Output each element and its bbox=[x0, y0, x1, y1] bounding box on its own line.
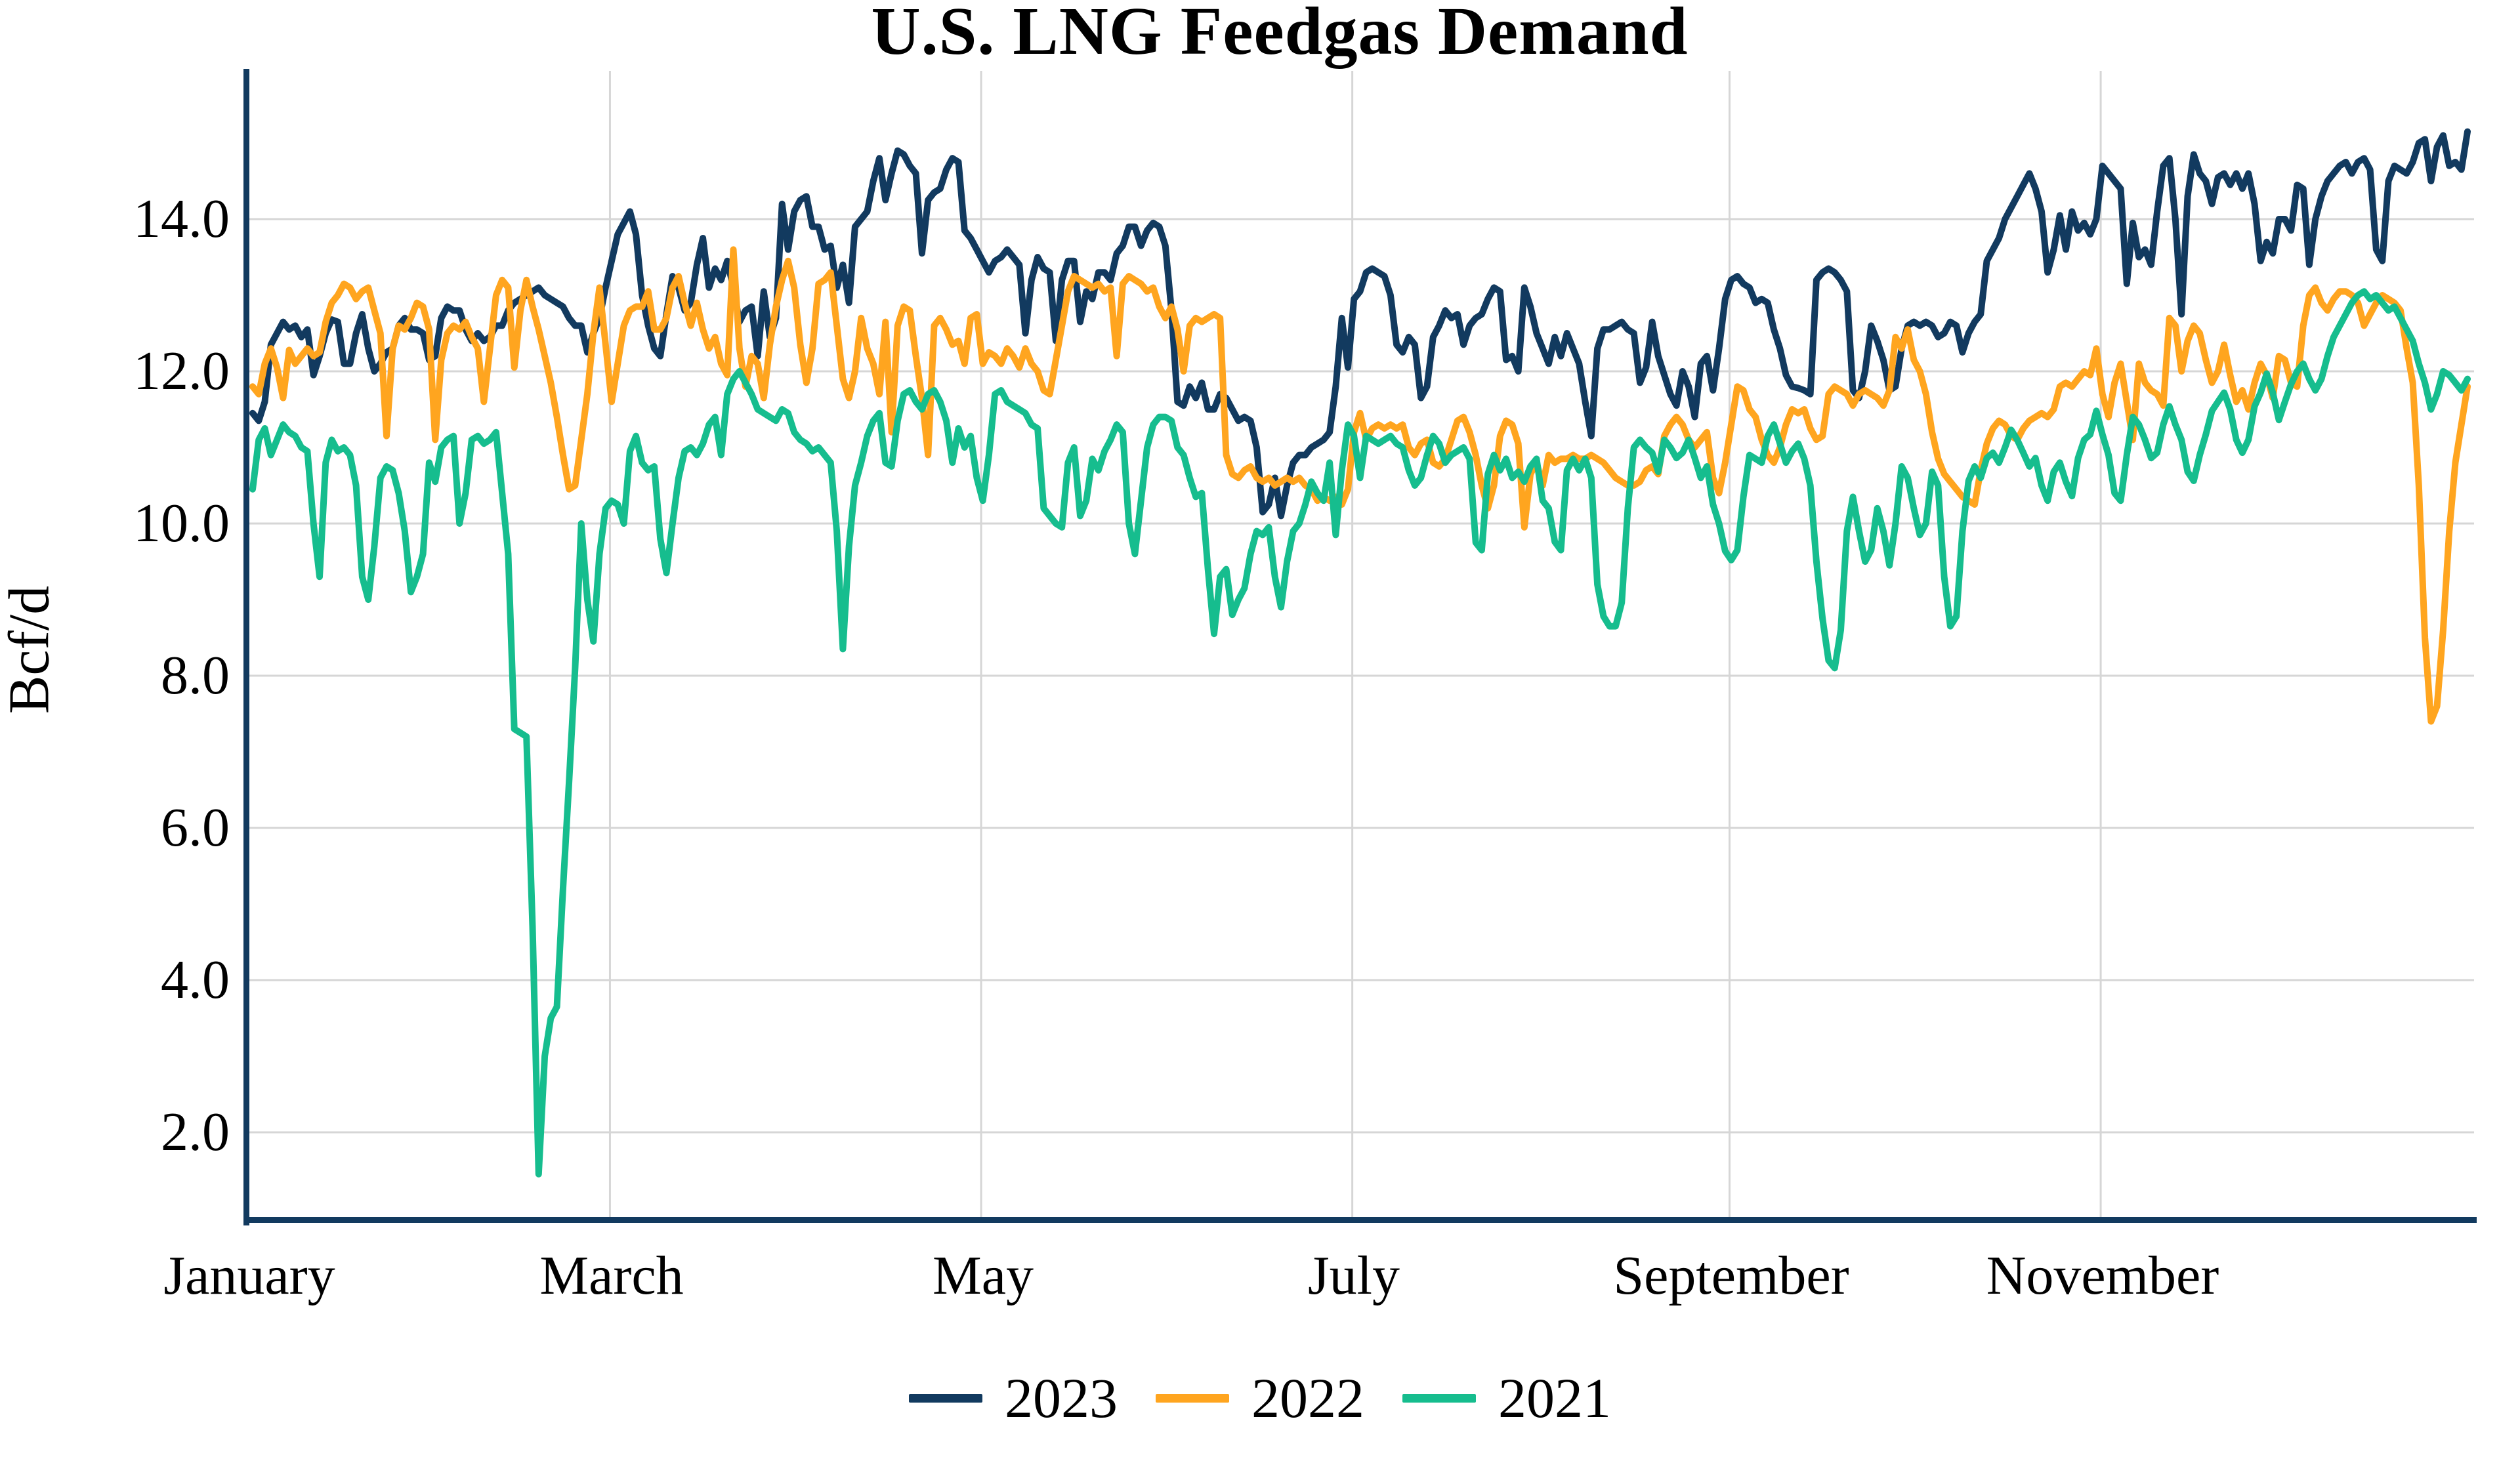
legend-label-2022: 2022 bbox=[1251, 1367, 1364, 1429]
legend-item-2023: 2023 bbox=[909, 1370, 1118, 1426]
x-tick-september: September bbox=[1613, 1245, 1849, 1306]
x-tick-march: March bbox=[539, 1245, 684, 1306]
y-tick-4: 4.0 bbox=[161, 949, 230, 1010]
series-line-2023 bbox=[249, 128, 2471, 520]
y-tick-8: 8.0 bbox=[161, 645, 230, 706]
legend-label-2021: 2021 bbox=[1498, 1367, 1611, 1429]
legend-line-2022 bbox=[1156, 1393, 1229, 1403]
x-axis-line bbox=[243, 1217, 2477, 1223]
x-tick-may: May bbox=[933, 1245, 1034, 1306]
legend-item-2021: 2021 bbox=[1402, 1370, 1611, 1426]
y-axis-line bbox=[243, 69, 249, 1225]
series-line-2021 bbox=[249, 288, 2471, 1178]
legend-label-2023: 2023 bbox=[1005, 1367, 1118, 1429]
legend-line-2021 bbox=[1402, 1393, 1476, 1403]
y-tick-12: 12.0 bbox=[133, 340, 230, 401]
x-tick-january: January bbox=[163, 1245, 335, 1306]
legend-line-2023 bbox=[909, 1393, 982, 1403]
legend-item-2022: 2022 bbox=[1156, 1370, 1364, 1426]
legend: 2023 2022 2021 bbox=[0, 1370, 2520, 1426]
y-tick-10: 10.0 bbox=[133, 493, 230, 554]
series-line-2022 bbox=[249, 246, 2471, 725]
y-tick-6: 6.0 bbox=[161, 797, 230, 858]
chart-title: U.S. LNG Feedgas Demand bbox=[871, 0, 1689, 69]
x-tick-july: July bbox=[1307, 1245, 1400, 1306]
x-tick-november: November bbox=[1986, 1245, 2219, 1306]
y-tick-14: 14.0 bbox=[133, 188, 230, 249]
y-tick-2: 2.0 bbox=[161, 1101, 230, 1162]
